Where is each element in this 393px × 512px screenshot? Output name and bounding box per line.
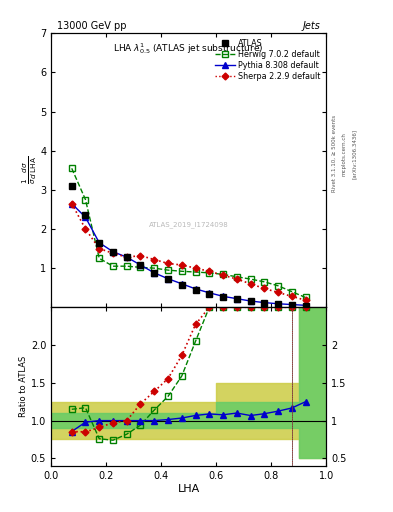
Text: mcplots.cern.ch: mcplots.cern.ch	[342, 132, 347, 176]
Legend: ATLAS, Herwig 7.0.2 default, Pythia 8.308 default, Sherpa 2.2.9 default: ATLAS, Herwig 7.0.2 default, Pythia 8.30…	[213, 37, 322, 82]
Text: LHA $\lambda^1_{0.5}$ (ATLAS jet substructure): LHA $\lambda^1_{0.5}$ (ATLAS jet substru…	[114, 41, 264, 56]
Text: Jets: Jets	[303, 20, 321, 31]
Text: ATLAS_2019_I1724098: ATLAS_2019_I1724098	[149, 222, 228, 228]
Text: 13000 GeV pp: 13000 GeV pp	[57, 20, 126, 31]
Text: Rivet 3.1.10, ≥ 500k events: Rivet 3.1.10, ≥ 500k events	[332, 115, 337, 192]
Y-axis label: Ratio to ATLAS: Ratio to ATLAS	[19, 356, 28, 417]
X-axis label: LHA: LHA	[178, 483, 200, 494]
Text: [arXiv:1306.3436]: [arXiv:1306.3436]	[352, 129, 357, 179]
Y-axis label: $\frac{1}{\sigma}\frac{d\sigma}{d\,\mathrm{LHA}}$: $\frac{1}{\sigma}\frac{d\sigma}{d\,\math…	[20, 156, 39, 184]
